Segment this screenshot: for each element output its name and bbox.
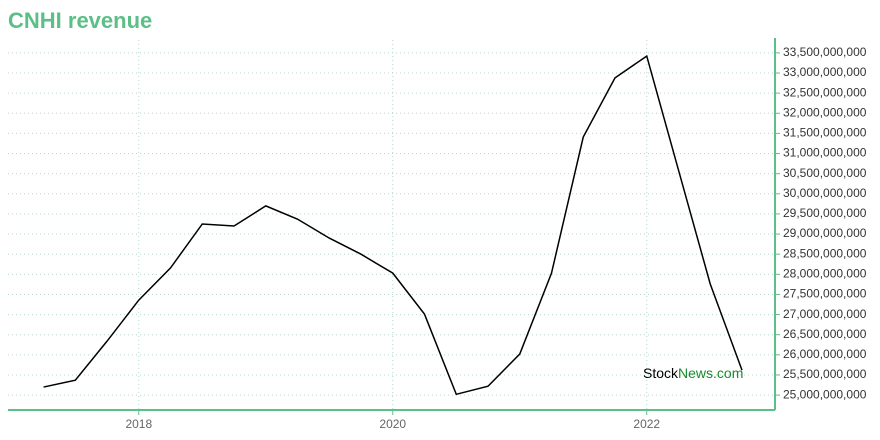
y-tick-label: 33,000,000,000 [783,65,867,79]
y-tick-label: 29,000,000,000 [783,226,867,240]
y-tick-label: 26,500,000,000 [783,327,867,341]
y-tick-label: 31,500,000,000 [783,126,867,140]
watermark: StockNews.com [643,365,743,381]
y-tick-label: 26,000,000,000 [783,347,867,361]
y-tick-label: 30,000,000,000 [783,186,867,200]
y-tick-label: 27,000,000,000 [783,307,867,321]
watermark-part: Stock [643,365,679,381]
y-tick-label: 28,000,000,000 [783,266,867,280]
y-tick-label: 25,500,000,000 [783,367,867,381]
y-tick-label: 30,500,000,000 [783,166,867,180]
y-tick-label: 33,500,000,000 [783,45,867,59]
y-tick-label: 32,500,000,000 [783,85,867,99]
y-tick-label: 32,000,000,000 [783,105,867,119]
line [43,54,743,396]
y-tick-label: 25,000,000,000 [783,387,867,401]
watermark-part: News.com [678,365,743,381]
x-tick-label: 2020 [379,417,406,431]
chart-title: CNHI revenue [8,8,152,33]
y-tick-label: 31,000,000,000 [783,146,867,160]
x-tick-label: 2018 [125,417,152,431]
x-tick-label: 2022 [633,417,660,431]
y-tick-label: 28,500,000,000 [783,246,867,260]
y-tick-label: 29,500,000,000 [783,206,867,220]
y-tick-label: 27,500,000,000 [783,287,867,301]
